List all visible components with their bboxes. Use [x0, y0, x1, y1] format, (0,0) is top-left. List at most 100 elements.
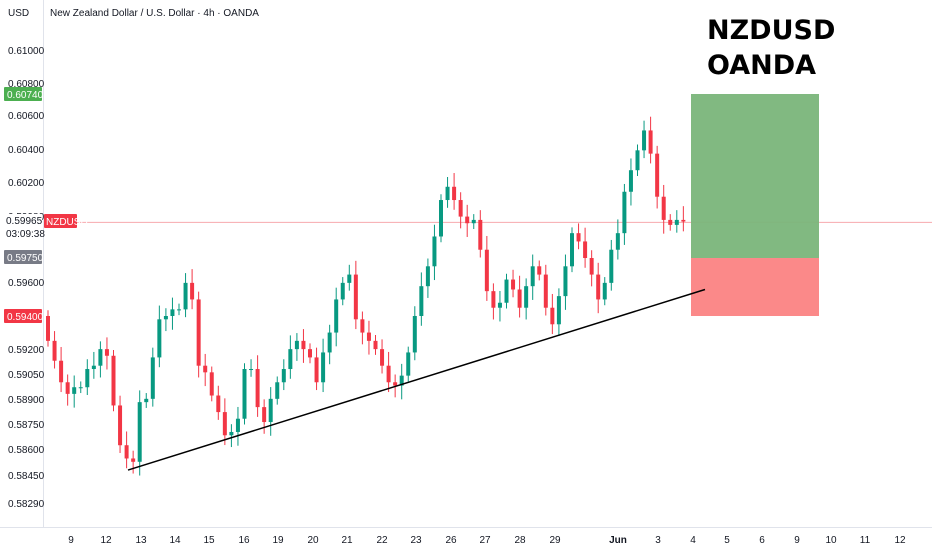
time-tick-label: 12 — [100, 535, 112, 546]
candle — [412, 306, 417, 361]
price-tick-label: 0.58450 — [8, 471, 45, 482]
candle — [163, 308, 168, 332]
candle — [216, 385, 221, 420]
candle — [668, 214, 673, 231]
candle — [524, 278, 529, 320]
loss-zone[interactable] — [691, 258, 819, 316]
svg-text:0.60740: 0.60740 — [7, 90, 44, 101]
candle — [347, 264, 352, 291]
candle — [445, 177, 450, 208]
candle — [556, 288, 561, 337]
current-price-value: 0.59965 — [6, 216, 43, 227]
svg-text:0.59400: 0.59400 — [7, 312, 44, 323]
candle — [465, 204, 470, 237]
price-tick-label: 0.58290 — [8, 499, 45, 510]
candle — [484, 235, 489, 301]
time-tick-label: 14 — [169, 535, 181, 546]
price-tick-label: 0.59050 — [8, 370, 45, 381]
candle — [118, 395, 123, 454]
candle — [674, 210, 679, 233]
candle — [373, 335, 378, 355]
candle — [46, 310, 50, 347]
time-tick-label: 12 — [894, 535, 906, 546]
candle — [425, 258, 430, 298]
candle — [439, 194, 443, 243]
price-tick-label: 0.59600 — [8, 278, 45, 289]
candle — [491, 283, 496, 320]
candle — [72, 375, 77, 408]
candle — [504, 273, 509, 309]
candle — [628, 158, 633, 206]
candle — [340, 277, 345, 306]
candle — [301, 329, 306, 363]
candle — [596, 262, 601, 314]
trendline[interactable] — [127, 288, 706, 471]
candle — [550, 293, 555, 335]
candle — [530, 254, 535, 300]
current-price-badge: 0.59965 03:09:38 — [4, 214, 45, 240]
chart-title: New Zealand Dollar / U.S. Dollar · 4h · … — [50, 8, 259, 19]
candle — [622, 183, 627, 245]
candle — [98, 341, 103, 378]
candle — [471, 214, 476, 230]
price-axis[interactable]: 0.61000 0.60800 0.60600 0.60400 0.60200 0.599… — [8, 46, 45, 510]
candle — [419, 272, 424, 326]
time-axis[interactable]: 9 12 13 14 15 16 19 20 21 22 23 26 27 28 29 Jun 3 4 5 6 9 10 1… — [68, 535, 906, 546]
candle — [537, 260, 542, 281]
svg-text:NZDUSD: NZDUSD — [46, 217, 88, 228]
candle — [334, 287, 339, 347]
candle — [452, 173, 457, 210]
candle — [104, 337, 109, 370]
price-tick-label: 0.60800 — [8, 79, 45, 90]
candle — [268, 387, 273, 436]
candle — [432, 224, 437, 281]
candle — [183, 273, 188, 318]
candle — [321, 338, 326, 393]
candle — [52, 331, 57, 369]
candle — [314, 347, 319, 391]
candle — [137, 390, 142, 476]
price-tick-label: 0.60600 — [8, 111, 45, 122]
candle — [249, 359, 254, 377]
candle — [642, 120, 647, 159]
profit-zone[interactable] — [691, 94, 819, 259]
candle — [570, 227, 574, 273]
candle — [281, 359, 286, 391]
time-tick-label: 19 — [272, 535, 284, 546]
currency-label: USD — [8, 8, 29, 19]
price-tick-label: 0.58750 — [8, 420, 45, 431]
candle — [360, 311, 365, 345]
candle — [150, 347, 155, 407]
countdown-value: 03:09:38 — [6, 229, 45, 240]
time-tick-label: 28 — [514, 535, 526, 546]
candle — [235, 406, 240, 446]
candle — [170, 297, 175, 330]
candle — [242, 363, 247, 425]
time-tick-label: 3 — [655, 535, 661, 546]
candle — [203, 353, 208, 387]
price-tick-label: 0.58900 — [8, 395, 45, 406]
candle — [399, 363, 404, 400]
time-tick-label: 21 — [341, 535, 353, 546]
candle — [615, 219, 620, 260]
candle — [222, 398, 227, 446]
stop-price-badge: 0.59400 — [4, 309, 44, 323]
price-tick-label: 0.60400 — [8, 145, 45, 156]
time-tick-label: 22 — [376, 535, 388, 546]
candle — [327, 324, 332, 365]
candle — [91, 351, 96, 379]
candle — [635, 144, 640, 177]
candle — [111, 349, 116, 412]
time-tick-label: 29 — [549, 535, 561, 546]
time-tick-label: 15 — [203, 535, 215, 546]
candle — [131, 450, 136, 474]
candle — [124, 431, 129, 469]
candle — [308, 343, 312, 364]
target-price-badge: 0.60740 — [4, 87, 44, 101]
candles — [46, 116, 686, 476]
candle — [229, 424, 234, 448]
candle — [209, 366, 214, 402]
candle — [386, 351, 391, 393]
price-tick-label: 0.58600 — [8, 445, 45, 456]
